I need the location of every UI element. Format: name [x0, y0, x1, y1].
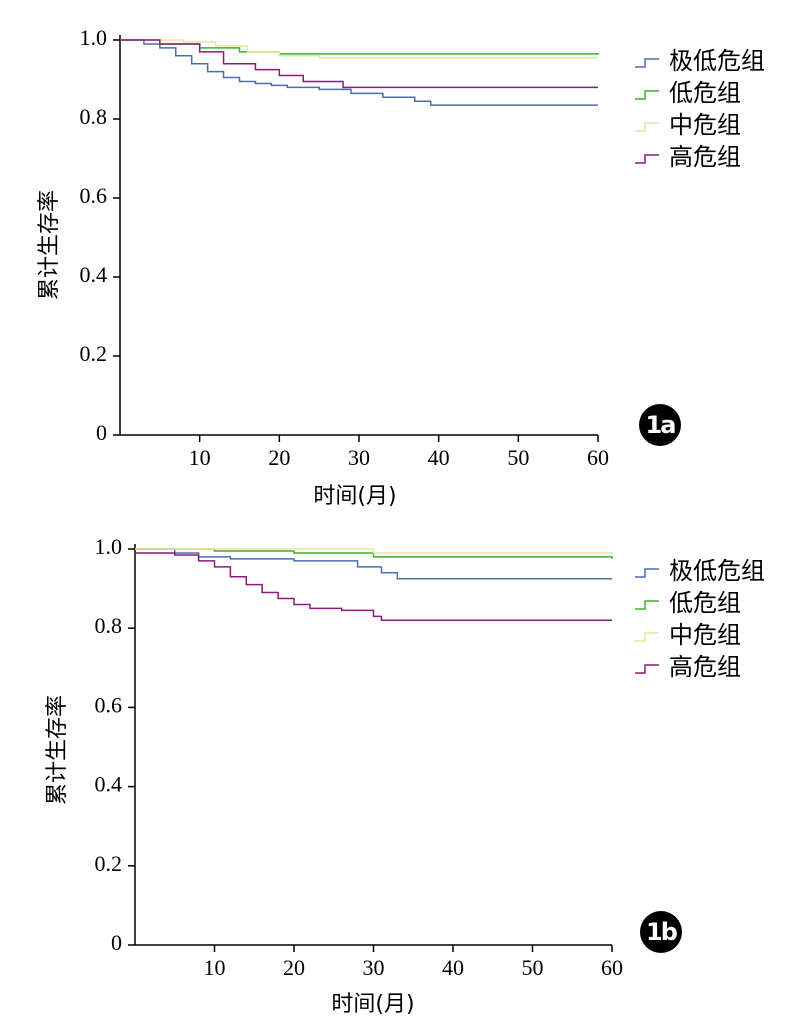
legend-symbol: [635, 632, 659, 642]
legend-label: 低危组: [669, 589, 741, 617]
badge-circle: [639, 404, 681, 446]
survival-curve: [135, 548, 612, 580]
y-tick-label: 0: [111, 930, 122, 955]
badge-circle: [640, 911, 682, 953]
legend-label: 高危组: [669, 653, 741, 681]
y-tick-label: 0.4: [95, 772, 123, 797]
y-axis-title: 累计生存率: [37, 190, 62, 300]
y-tick-label: 0.6: [95, 692, 123, 717]
legend-label: 低危组: [669, 79, 741, 107]
badge-label: 1b: [646, 918, 678, 946]
survival-curve: [120, 39, 598, 89]
legend-symbol: [635, 600, 659, 610]
legend-symbol: [635, 154, 659, 164]
y-tick-label: 0: [96, 420, 107, 445]
survival-curve: [120, 39, 598, 59]
x-tick-label: 30: [363, 955, 385, 980]
legend-symbol: [635, 90, 659, 100]
y-tick-label: 0.2: [95, 851, 123, 876]
chart: 0 0.2 0.4 0.6 0.8 1.0 10 20 30 40 50 60 时间(月) 累计生存率 极低…: [45, 534, 765, 1017]
x-tick-label: 60: [601, 955, 623, 980]
badge-label: 1a: [646, 411, 676, 439]
legend-label: 极低危组: [669, 557, 765, 585]
x-tick-label: 50: [507, 445, 529, 470]
x-tick-label: 20: [283, 955, 305, 980]
y-tick-label: 1.0: [95, 534, 123, 559]
legend-label: 极低危组: [669, 47, 765, 75]
x-axis-title: 时间(月): [313, 484, 396, 509]
y-tick-label: 0.2: [80, 341, 108, 366]
x-tick-label: 10: [204, 955, 226, 980]
legend-label: 高危组: [669, 143, 741, 171]
legend-symbol: [635, 664, 659, 674]
chart: 0 0.2 0.4 0.6 0.8 1.0 10 20 30 40 50 60 时间(月) 累计生存率 极低…: [37, 25, 765, 509]
x-tick-label: 60: [587, 445, 609, 470]
y-axis-title: 累计生存率: [45, 695, 70, 805]
x-tick-label: 20: [268, 445, 290, 470]
x-tick-label: 50: [522, 955, 544, 980]
y-tick-label: 1.0: [80, 25, 108, 50]
y-tick-label: 0.6: [80, 183, 108, 208]
y-tick-label: 0.4: [80, 262, 108, 287]
x-tick-label: 10: [189, 445, 211, 470]
legend-symbol: [635, 58, 659, 68]
x-tick-label: 40: [442, 955, 464, 980]
x-tick-label: 40: [428, 445, 450, 470]
legend-symbol: [635, 568, 659, 578]
x-tick-label: 30: [348, 445, 370, 470]
survival-curve: [135, 548, 613, 555]
y-tick-label: 0.8: [95, 613, 123, 638]
legend-label: 中危组: [669, 111, 741, 139]
y-tick-label: 0.8: [80, 104, 108, 129]
x-axis-title: 时间(月): [331, 992, 414, 1017]
legend-label: 中危组: [669, 621, 741, 649]
survival-curve: [120, 39, 598, 106]
survival-curve: [135, 552, 612, 622]
legend-symbol: [635, 122, 659, 132]
